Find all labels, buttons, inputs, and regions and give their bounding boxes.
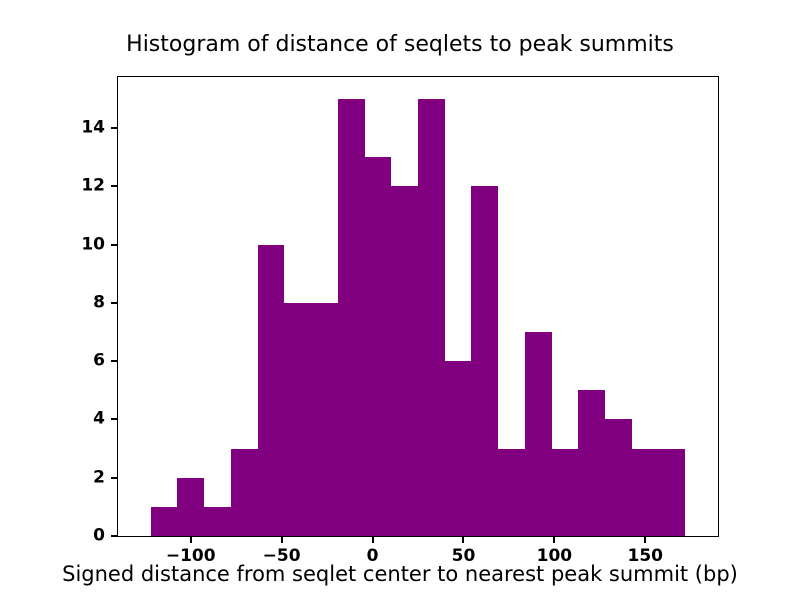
histogram-bar xyxy=(391,186,418,536)
y-tick-label: 6 xyxy=(93,350,105,371)
y-tick-label: 14 xyxy=(81,117,105,138)
x-tick-label: 0 xyxy=(366,546,379,566)
x-tick-label: 150 xyxy=(627,546,664,566)
x-tick-mark xyxy=(644,537,647,543)
histogram-bar xyxy=(311,302,338,536)
histogram-bar xyxy=(150,506,178,536)
y-tick-label: 4 xyxy=(93,408,105,429)
histogram-bar xyxy=(605,419,632,536)
y-tick-mark xyxy=(111,476,117,479)
x-tick-label: −100 xyxy=(165,546,216,566)
y-tick-label: 10 xyxy=(81,234,105,255)
histogram-bar xyxy=(204,506,231,536)
y-tick-mark xyxy=(111,535,117,537)
histogram-bar xyxy=(551,448,579,536)
y-tick-label: 0 xyxy=(93,525,105,546)
y-tick-label: 2 xyxy=(93,467,105,488)
y-tick-mark xyxy=(111,243,117,246)
histogram-bar xyxy=(658,448,686,536)
chart-title: Histogram of distance of seqlets to peak… xyxy=(126,32,674,57)
y-tick-label: 8 xyxy=(93,292,105,313)
histogram-bar xyxy=(418,98,445,536)
histogram-bar xyxy=(471,186,499,536)
histogram-bar xyxy=(444,361,472,536)
histogram-bar xyxy=(631,448,659,536)
x-tick-mark xyxy=(462,537,465,543)
y-tick-mark xyxy=(111,360,117,363)
y-tick-mark xyxy=(111,301,117,304)
histogram-bar xyxy=(230,448,258,536)
x-tick-label: 100 xyxy=(536,546,573,566)
histogram-bar xyxy=(257,244,285,536)
histogram-bar xyxy=(177,477,205,536)
histogram-bar xyxy=(364,157,392,536)
x-tick-mark xyxy=(280,537,283,543)
y-tick-label: 12 xyxy=(81,175,105,196)
histogram-bar xyxy=(578,390,606,536)
histogram-bar xyxy=(284,302,312,536)
x-tick-label: −50 xyxy=(262,546,301,566)
plot-area xyxy=(117,76,719,537)
x-tick-mark xyxy=(553,537,556,543)
y-tick-mark xyxy=(111,418,117,421)
x-tick-mark xyxy=(189,537,192,543)
histogram-bar xyxy=(498,448,525,536)
y-tick-mark xyxy=(111,127,117,129)
x-tick-mark xyxy=(371,537,374,543)
y-tick-mark xyxy=(111,185,117,188)
x-axis-label: Signed distance from seqlet center to ne… xyxy=(62,562,738,586)
x-tick-label: 50 xyxy=(451,546,476,566)
histogram-bar xyxy=(524,332,552,536)
histogram-bar xyxy=(337,98,365,536)
